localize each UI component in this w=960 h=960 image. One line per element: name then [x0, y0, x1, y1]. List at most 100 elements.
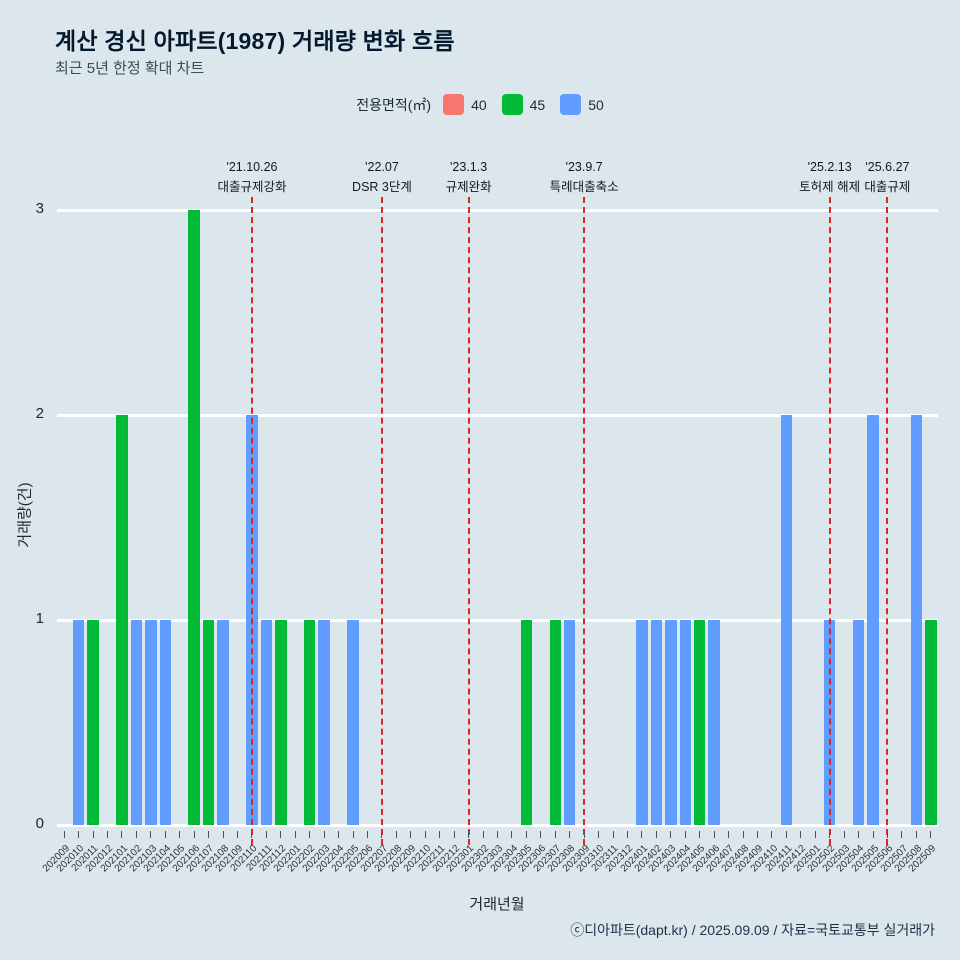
x-tick [237, 831, 239, 838]
bar-50-202203 [318, 620, 330, 825]
annotation-text: 규제완화 [445, 180, 492, 194]
x-tick [150, 831, 152, 838]
x-tick [684, 831, 686, 838]
x-tick [410, 831, 412, 838]
x-tick [756, 831, 758, 838]
bar-50-202406 [708, 620, 720, 825]
x-tick [843, 831, 845, 838]
annotation-date: '25.2.13 [807, 160, 852, 174]
bar-50-202504 [852, 620, 865, 825]
bar-50-202104 [159, 620, 172, 825]
legend-item-label: 40 [471, 96, 487, 113]
annotation-label-202309: '23.9.7 특례대출축소 [550, 157, 619, 197]
annotation-text: DSR 3단계 [352, 180, 412, 194]
x-tick [179, 831, 181, 838]
annotation-date: '23.1.3 [450, 160, 488, 174]
annotation-label-202110: '21.10.26 대출규제강화 [217, 157, 286, 197]
annotation-date: '23.9.7 [565, 160, 603, 174]
x-tick [814, 831, 816, 838]
x-tick [829, 831, 831, 838]
x-tick [569, 831, 571, 838]
bar-50-202108 [217, 620, 229, 825]
x-tick [800, 831, 802, 838]
x-tick [323, 831, 325, 838]
y-tick-label: 2 [35, 405, 44, 422]
annotation-line-202309 [583, 197, 586, 845]
y-axis-title: 거래량(건) [16, 482, 34, 548]
legend-items: 40 45 50 [443, 94, 604, 115]
annotation-label-202506: '25.6.27 대출규제 [864, 157, 910, 197]
x-tick [641, 831, 643, 838]
bar-45-202107 [202, 620, 215, 825]
x-tick [265, 831, 267, 838]
x-tick [280, 831, 282, 838]
x-tick [164, 831, 166, 838]
y-tick-label: 1 [35, 610, 44, 627]
x-tick [612, 831, 614, 838]
annotation-text: 특례대출축소 [549, 180, 619, 194]
x-tick [468, 831, 470, 838]
x-tick [107, 831, 109, 838]
x-tick [424, 831, 426, 838]
x-tick [901, 831, 903, 838]
x-tick [670, 831, 672, 838]
bar-50-202010 [72, 620, 85, 825]
x-tick [294, 831, 296, 838]
footer-credit: ⓒ디아파트(dapt.kr) / 2025.09.09 / 자료=국토교통부 실… [570, 922, 935, 938]
x-tick [381, 831, 383, 838]
bar-50-202205 [347, 620, 359, 825]
gridline-y2 [57, 413, 938, 417]
y-tick-label: 3 [35, 200, 44, 217]
x-tick [511, 831, 513, 838]
bar-50-202404 [679, 620, 691, 825]
x-tick [886, 831, 888, 838]
x-tick [785, 831, 787, 838]
bar-45-202112 [275, 620, 287, 825]
annotation-date: '25.6.27 [865, 160, 910, 174]
bar-50-202505 [867, 415, 879, 825]
legend-item-45: 45 [501, 94, 546, 115]
bar-50-202308 [563, 620, 576, 825]
x-tick [222, 831, 224, 838]
legend-item-label: 45 [529, 96, 546, 113]
legend-swatch-icon [560, 94, 582, 115]
x-tick [728, 831, 730, 838]
bar-45-202011 [87, 620, 99, 825]
annotation-line-202502 [828, 197, 831, 845]
bar-50-202402 [650, 620, 663, 825]
bar-50-202102 [130, 620, 143, 825]
bar-50-202111 [260, 620, 273, 825]
x-tick [453, 831, 455, 838]
bar-50-202401 [636, 620, 648, 825]
gridline-y0 [57, 823, 938, 827]
x-tick [63, 831, 65, 838]
x-tick [309, 831, 311, 838]
y-tick-label: 0 [35, 815, 44, 832]
x-tick [872, 831, 874, 838]
x-tick [655, 831, 657, 838]
annotation-text: 토허제 해제 [799, 180, 861, 194]
x-tick [367, 831, 369, 838]
x-tick [135, 831, 137, 838]
annotation-label-202207: '22.07 DSR 3단계 [352, 157, 412, 197]
bar-45-202307 [549, 620, 562, 825]
legend-item-40: 40 [443, 94, 487, 115]
x-tick [525, 831, 527, 838]
x-axis-title: 거래년월 [469, 896, 525, 913]
annotation-line-202207 [380, 197, 383, 845]
x-tick [92, 831, 94, 838]
bar-45-202305 [520, 620, 533, 825]
x-tick [915, 831, 917, 838]
bar-45-202509 [925, 620, 937, 825]
annotation-date: '22.07 [365, 160, 399, 174]
x-tick [352, 831, 354, 838]
gridline-y3 [57, 208, 938, 212]
legend-swatch-icon [443, 94, 465, 115]
legend-item-50: 50 [560, 94, 604, 115]
x-tick [699, 831, 701, 838]
x-tick [598, 831, 600, 838]
x-tick [78, 831, 80, 838]
x-tick [742, 831, 744, 838]
legend-title: 전용면적(㎡) [356, 96, 432, 113]
